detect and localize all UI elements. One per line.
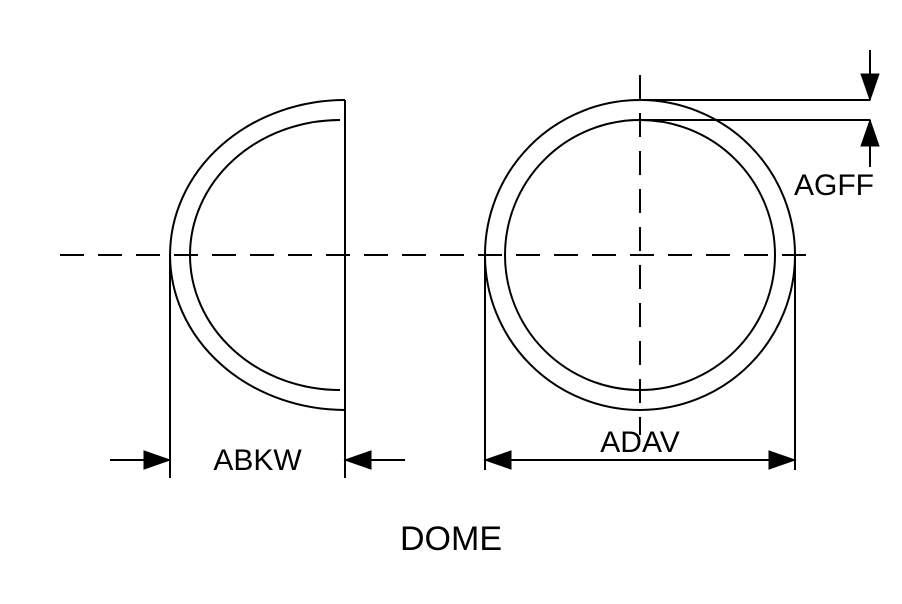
adav-label: ADAV bbox=[600, 426, 679, 459]
dome-engineering-drawing: ABKW ADAV AGFF DOME bbox=[0, 0, 902, 604]
title-label: DOME bbox=[400, 520, 502, 558]
abkw-label: ABKW bbox=[213, 444, 302, 477]
agff-label: AGFF bbox=[794, 169, 874, 202]
